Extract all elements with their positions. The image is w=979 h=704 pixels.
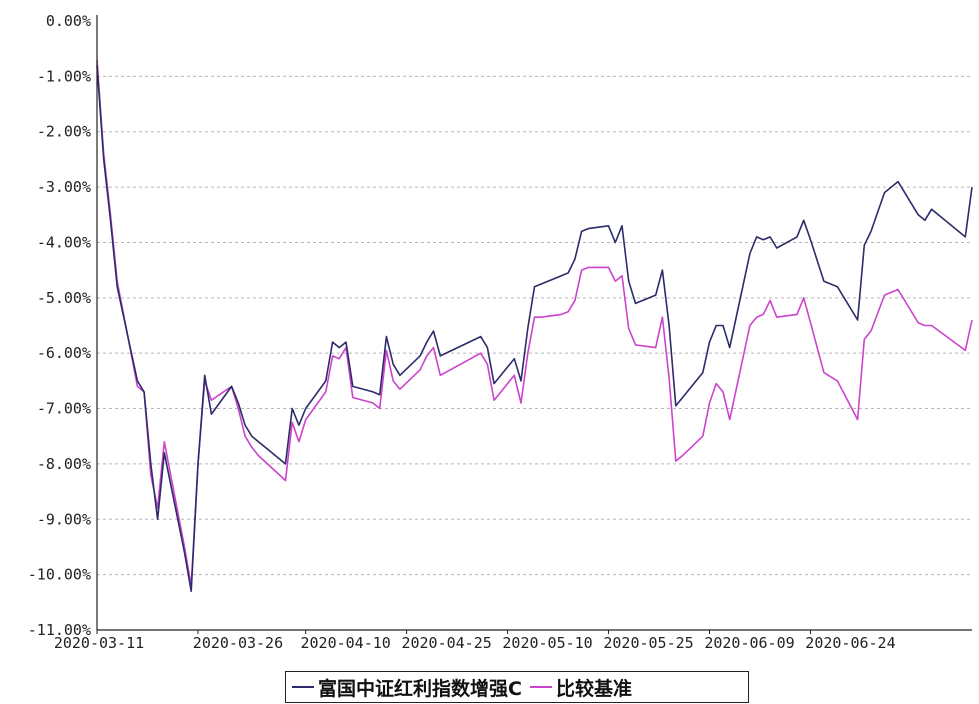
x-tick-label: 2020-03-26 [193,634,283,652]
y-tick-label: 0.00% [46,12,91,30]
x-axis-tick-labels: 2020-03-11 2020-03-26 2020-04-10 2020-04-25… [54,630,896,652]
grid-layer [97,75,972,576]
x-tick-label: 2020-04-10 [300,634,390,652]
y-tick-label: -5.00% [37,289,91,307]
y-tick-label: -4.00% [37,233,91,251]
y-tick-label: -3.00% [37,178,91,196]
legend: 富国中证红利指数增强C 比较基准 [285,671,749,703]
legend-item-benchmark: 比较基准 [529,674,632,701]
y-tick-label: -8.00% [37,455,91,473]
x-tick-label: 2020-05-25 [603,634,693,652]
y-tick-label: -7.00% [37,400,91,418]
x-tick-label: 2020-06-24 [805,634,895,652]
x-tick-label: 2020-04-25 [401,634,491,652]
y-tick-label: -9.00% [37,510,91,528]
x-tick-label: 2020-03-11 [54,634,144,652]
y-axis-tick-labels: 0.00% -1.00% -2.00% -3.00% -4.00% -5.00% -6.00… [28,12,91,639]
y-tick-label: -11.00% [28,621,91,639]
series-layer [96,59,973,593]
legend-label-benchmark: 比较基准 [555,677,632,700]
y-tick-label: -2.00% [37,123,91,141]
x-tick-label: 2020-06-09 [704,634,794,652]
y-tick-label: -10.00% [28,566,91,584]
legend-label-fund: 富国中证红利指数增强C [318,677,522,700]
y-tick-label: -1.00% [37,67,91,85]
x-tick-label: 2020-05-10 [502,634,592,652]
series-line-benchmark [96,59,973,587]
legend-item-fund: 富国中证红利指数增强C [292,674,522,701]
legend-swatch-benchmark [529,686,552,688]
y-tick-label: -6.00% [37,344,91,362]
series-line-fund [96,65,973,593]
legend-swatch-fund [292,686,314,688]
